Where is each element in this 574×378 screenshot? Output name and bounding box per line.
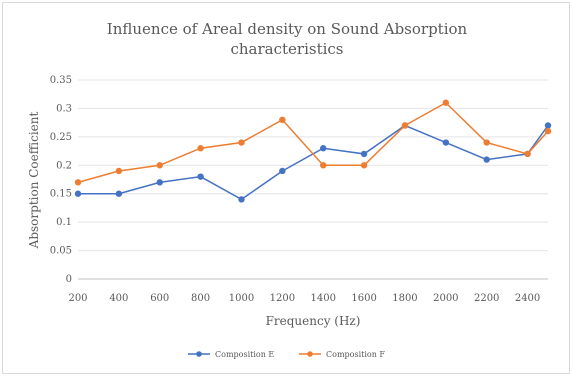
data-point [115,167,123,175]
gridlines [78,79,548,280]
x-tick-labels: 200 400 600 800 1000 1200 1400 1600 1800 2000 2200… [68,293,540,304]
chart-title-line1: Influence of Areal density on Sound Abso… [106,20,468,38]
legend: Composition E Composition F [188,350,385,359]
x-tick-label: 2000 [433,293,458,304]
series-lines [74,99,552,203]
y-axis-label: Absorption Coefficient [27,112,41,250]
x-tick-label: 1200 [270,293,295,304]
data-point [238,139,245,146]
y-tick-label: 0.1 [56,217,72,228]
data-point [320,145,327,152]
data-point [483,139,490,146]
x-tick-label: 400 [109,293,128,304]
data-point [197,173,204,180]
legend-label-1: Composition E [215,350,274,359]
x-tick-label: 1800 [392,293,417,304]
data-point [74,179,82,186]
x-tick-label: 1600 [351,293,376,304]
data-point [544,127,552,135]
data-point [320,162,327,169]
x-tick-label: 600 [150,293,169,304]
y-tick-labels: 0 0.05 0.1 0.15 0.2 0.25 0.3 0.35 [50,75,72,285]
x-tick-label: 2400 [515,293,540,304]
chart-frame [2,2,570,374]
data-point [442,139,450,146]
data-point [360,150,368,158]
data-point [483,156,490,163]
x-axis-label: Frequency (Hz) [266,314,361,328]
chart-title-line2: characteristics [230,40,344,58]
data-point [524,150,531,158]
data-point [156,179,163,186]
data-point [279,116,286,124]
x-tick-label: 1000 [229,293,254,304]
y-tick-label: 0.3 [56,103,72,114]
y-tick-label: 0.35 [50,75,72,86]
y-tick-label: 0 [66,274,72,285]
y-tick-label: 0.05 [50,246,72,257]
data-point [74,190,82,197]
data-point [197,145,204,152]
x-tick-label: 800 [191,293,210,304]
y-tick-label: 0.2 [56,160,72,171]
data-point [360,162,368,169]
data-point [544,122,552,129]
data-point [401,122,409,129]
legend-marker-2 [307,351,313,357]
series-line-2 [77,101,549,184]
x-tick-label: 200 [68,293,87,304]
x-tick-label: 2200 [474,293,499,304]
data-point [156,162,163,169]
data-point [115,190,123,197]
y-tick-label: 0.15 [50,189,72,200]
y-tick-label: 0.25 [50,132,72,143]
x-tick-label: 1400 [310,293,335,304]
data-point [442,99,450,106]
legend-marker-1 [196,351,202,357]
data-point [238,196,245,203]
legend-label-2: Composition F [326,350,385,359]
data-point [279,167,286,175]
